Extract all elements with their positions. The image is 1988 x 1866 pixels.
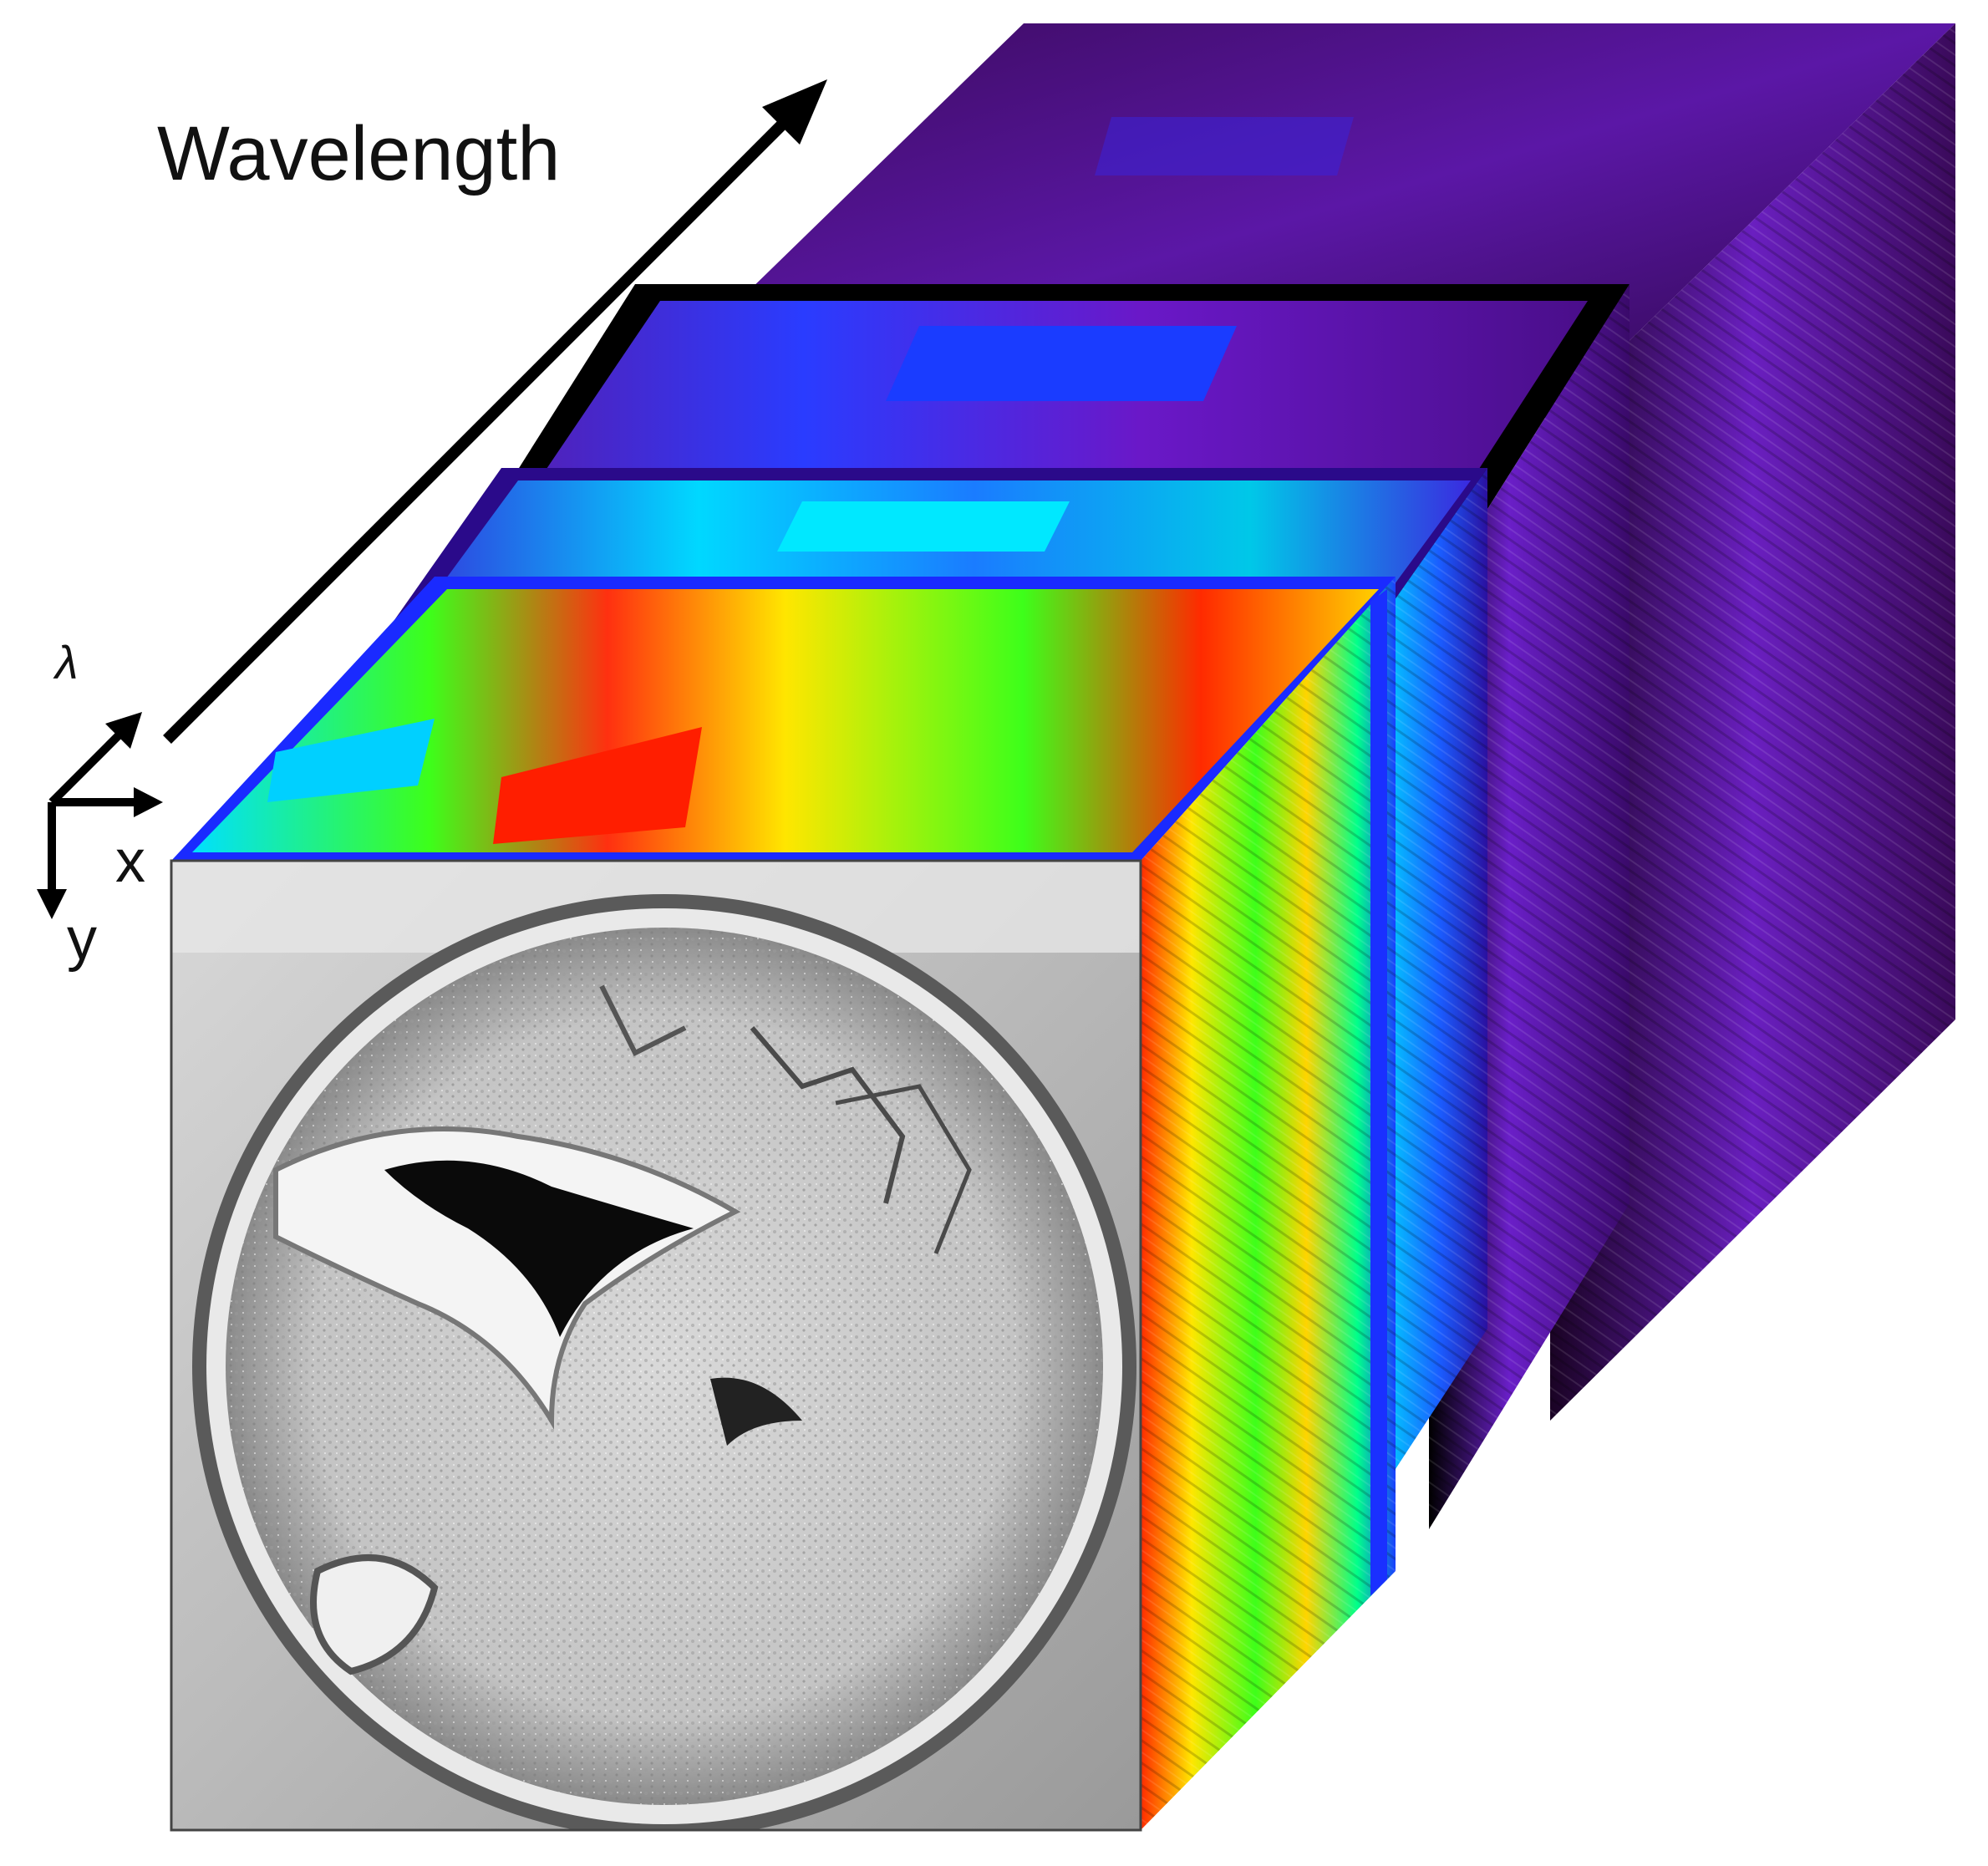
- photo-frame: [170, 859, 1142, 1832]
- wavelength-label: Wavelength: [157, 111, 560, 196]
- petri-dish-photo: [171, 861, 1141, 1830]
- wavelength-arrow: [163, 79, 827, 744]
- spectral-slice-front: [171, 577, 1396, 1830]
- axis-y-label: y: [67, 906, 97, 973]
- axis-x-label: x: [115, 828, 145, 895]
- axis-indicator: [37, 712, 163, 919]
- axis-lambda-label: λ: [53, 636, 79, 689]
